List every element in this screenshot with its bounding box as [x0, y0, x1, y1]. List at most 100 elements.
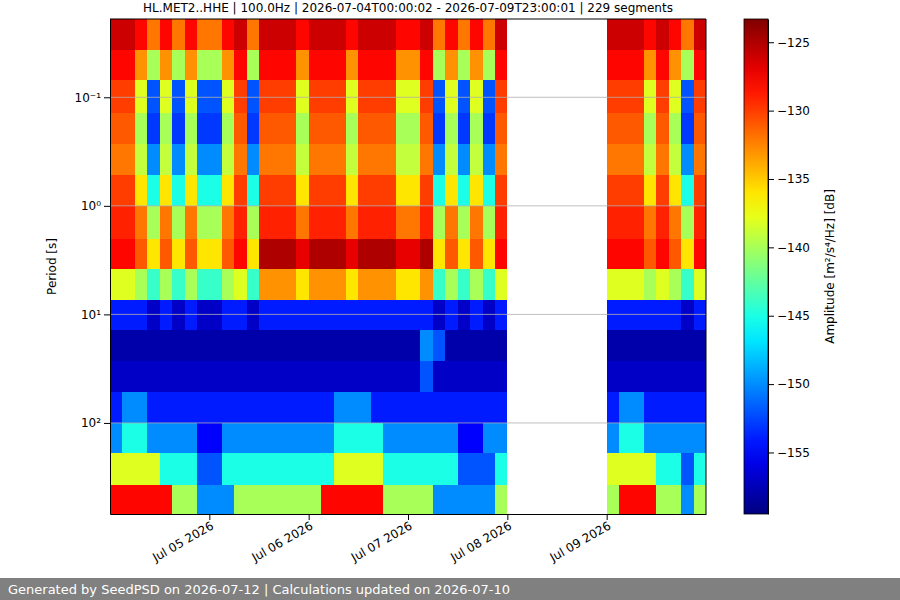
cell	[185, 330, 197, 361]
cell	[396, 300, 408, 331]
cell	[371, 485, 383, 514]
cell	[607, 361, 619, 392]
cell	[433, 330, 445, 361]
plot-frame	[110, 19, 706, 20]
cell	[122, 485, 134, 514]
cell	[669, 485, 681, 514]
cell	[408, 113, 420, 144]
cell	[483, 423, 495, 453]
cell	[172, 50, 184, 80]
cell	[656, 206, 668, 239]
cell	[247, 269, 259, 300]
cell	[222, 206, 234, 239]
cell	[445, 175, 457, 206]
cell	[135, 239, 147, 269]
cell	[135, 453, 147, 484]
cell	[433, 175, 445, 206]
cell	[619, 19, 631, 50]
cell	[656, 239, 668, 269]
cell	[371, 361, 383, 392]
cell	[197, 175, 209, 206]
cell	[383, 144, 395, 175]
cell	[122, 269, 134, 300]
cell	[483, 144, 495, 175]
cell	[656, 80, 668, 113]
cell	[110, 144, 122, 175]
cell	[694, 239, 706, 269]
x-tick-mark	[209, 514, 210, 520]
cell	[371, 239, 383, 269]
cell	[632, 239, 644, 269]
cell	[346, 80, 358, 113]
cell	[458, 239, 470, 269]
cell	[383, 361, 395, 392]
cell	[371, 300, 383, 331]
cell	[669, 206, 681, 239]
cell	[110, 392, 122, 423]
cell	[296, 206, 308, 239]
cell	[656, 300, 668, 331]
cell	[122, 239, 134, 269]
cell	[259, 300, 271, 331]
cell	[458, 50, 470, 80]
cell	[172, 206, 184, 239]
cell	[396, 269, 408, 300]
cell	[296, 485, 308, 514]
cell	[222, 361, 234, 392]
cell	[222, 239, 234, 269]
cell	[632, 300, 644, 331]
cell	[669, 144, 681, 175]
cell	[147, 392, 159, 423]
cell	[321, 19, 333, 50]
cell	[122, 80, 134, 113]
cell	[259, 144, 271, 175]
cell	[383, 269, 395, 300]
cell	[247, 19, 259, 50]
cell	[110, 19, 122, 50]
cell	[271, 361, 283, 392]
colorbar-tick: −155	[768, 446, 810, 460]
cell	[445, 361, 457, 392]
cell	[420, 144, 432, 175]
cell	[284, 392, 296, 423]
cell	[632, 19, 644, 50]
cell	[172, 175, 184, 206]
cell	[147, 239, 159, 269]
cell	[222, 175, 234, 206]
cell	[445, 300, 457, 331]
cell	[483, 113, 495, 144]
cell	[284, 423, 296, 453]
cell	[607, 423, 619, 453]
cell	[209, 239, 221, 269]
cell	[433, 361, 445, 392]
cell	[644, 423, 656, 453]
cell	[420, 423, 432, 453]
cell	[433, 144, 445, 175]
cell	[669, 269, 681, 300]
cell	[656, 50, 668, 80]
cell	[669, 453, 681, 484]
cell	[172, 269, 184, 300]
cell	[681, 239, 693, 269]
cell	[259, 485, 271, 514]
cell	[110, 80, 122, 113]
cell	[495, 80, 507, 113]
cell	[247, 300, 259, 331]
cell	[495, 269, 507, 300]
cell	[632, 113, 644, 144]
cell	[160, 80, 172, 113]
cell	[209, 300, 221, 331]
cell	[632, 361, 644, 392]
cell	[321, 330, 333, 361]
cell	[408, 144, 420, 175]
cell	[334, 453, 346, 484]
cell	[346, 300, 358, 331]
cell	[209, 269, 221, 300]
cell	[209, 453, 221, 484]
cell	[110, 113, 122, 144]
cell	[458, 206, 470, 239]
cell	[296, 453, 308, 484]
cell	[334, 50, 346, 80]
cell	[234, 300, 246, 331]
cell	[284, 485, 296, 514]
